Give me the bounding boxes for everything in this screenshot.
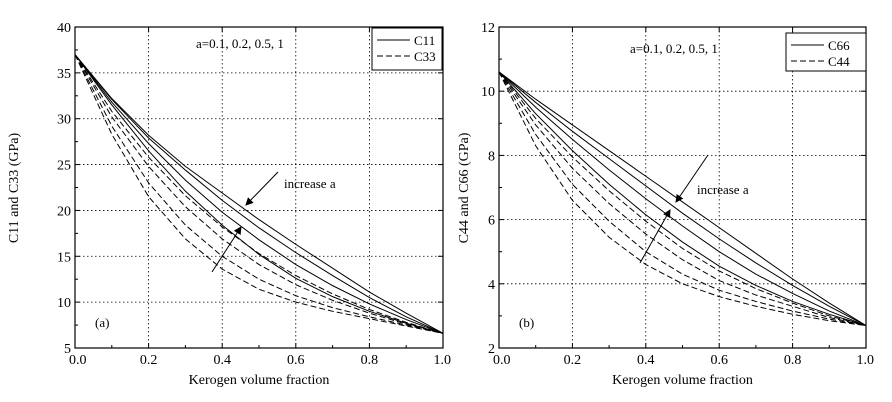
- parameter-annotation: a=0.1, 0.2, 0.5, 1: [196, 36, 284, 51]
- y-tick-label: 4: [488, 278, 495, 293]
- panel-a: 0.0 0.2 0.4 0.6 0.8 1.0 5 10 15 20 25 30 35 40 Kerogen…: [7, 21, 451, 388]
- trend-annotation: increase a: [284, 176, 336, 191]
- y-tick-label: 15: [57, 250, 71, 265]
- x-tick-label: 0.6: [287, 353, 305, 368]
- y-tick-label: 20: [57, 204, 71, 219]
- y-tick-label: 40: [57, 21, 71, 36]
- y-tick-label: 12: [481, 21, 495, 36]
- y-tick-label: 8: [488, 149, 495, 164]
- x-tick-label: 0.8: [784, 353, 802, 368]
- y-tick-label: 10: [57, 296, 71, 311]
- x-tick-label: 1.0: [434, 353, 452, 368]
- series-line-c44-a-0-5: [498, 71, 867, 327]
- x-tick-label: 0.6: [710, 353, 728, 368]
- trend-arrow: [675, 154, 709, 203]
- series-line-c44-a-0-1: [498, 71, 867, 327]
- y-tick-label: 2: [488, 342, 495, 357]
- x-tick-label: 0.8: [361, 353, 379, 368]
- x-tick-label: 0.0: [69, 353, 87, 368]
- series-line-c11-a-1: [74, 54, 444, 334]
- series-line-c66-a-0-2: [498, 71, 867, 326]
- series-line-c66-a-0-1: [498, 71, 867, 326]
- legend-box: [371, 27, 443, 71]
- series-line-c33-a-0-1: [74, 54, 444, 334]
- x-axis-title: Kerogen volume fraction: [612, 373, 753, 388]
- series-line-c11-a-0-5: [74, 54, 444, 334]
- trend-arrow: [211, 226, 242, 273]
- panel-label: (a): [95, 315, 109, 330]
- legend-label-c44: C44: [828, 54, 850, 69]
- panel-b: 0.0 0.2 0.4 0.6 0.8 1.0 2 4 6 8 10 12 Kerogen volume…: [457, 21, 874, 388]
- legend-box: [785, 32, 867, 72]
- legend-label-c11: C11: [414, 33, 435, 48]
- series-line-c33-a-0-5: [74, 54, 444, 334]
- series-line-c66-a-1: [498, 71, 867, 327]
- plot-frame: [74, 26, 444, 349]
- y-tick-label: 5: [64, 342, 71, 357]
- series-line-c33-a-0-2: [74, 54, 444, 334]
- series-line-c33-a-1: [74, 54, 444, 334]
- x-tick-label: 0.2: [564, 353, 582, 368]
- y-tick-label: 25: [57, 159, 71, 174]
- x-tick-label: 0.0: [493, 353, 511, 368]
- x-tick-label: 0.4: [213, 353, 231, 368]
- y-tick-label: 30: [57, 113, 71, 128]
- x-tick-label: 0.2: [140, 353, 158, 368]
- trend-arrow: [639, 209, 671, 264]
- x-tick-label: 1.0: [857, 353, 875, 368]
- legend-label-c66: C66: [828, 38, 850, 53]
- series-line-c11-a-0-1: [74, 54, 444, 334]
- parameter-annotation: a=0.1, 0.2, 0.5, 1: [630, 41, 718, 56]
- trend-annotation: increase a: [697, 182, 749, 197]
- y-tick-label: 10: [481, 85, 495, 100]
- series-line-c11-a-0-2: [74, 54, 444, 334]
- y-axis-title: C44 and C66 (GPa): [457, 132, 472, 243]
- legend-label-c33: C33: [414, 49, 436, 64]
- panel-label: (b): [519, 315, 534, 330]
- x-tick-label: 0.4: [637, 353, 655, 368]
- plot-frame: [498, 26, 867, 349]
- series-line-c44-a-0-2: [498, 71, 867, 327]
- series-line-c66-a-0-5: [498, 71, 867, 326]
- series-line-c44-a-1: [498, 71, 867, 327]
- y-tick-label: 35: [57, 67, 71, 82]
- trend-arrow: [245, 171, 279, 206]
- y-axis-title: C11 and C33 (GPa): [7, 133, 22, 244]
- x-axis-title: Kerogen volume fraction: [189, 373, 330, 388]
- y-tick-label: 6: [488, 214, 495, 229]
